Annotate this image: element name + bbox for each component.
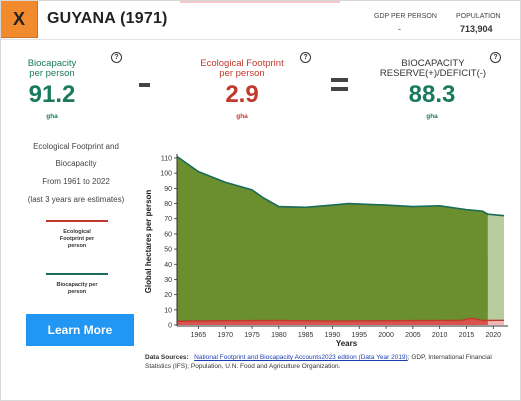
legend-biocapacity-line2: person — [67, 289, 87, 295]
footprint-label: Ecological Footprint per person — [192, 59, 292, 79]
minus-operator — [139, 83, 150, 87]
biocapacity-area — [177, 156, 488, 325]
y-tick-label: 10 — [164, 307, 172, 314]
x-tick-label: 1990 — [325, 332, 341, 339]
x-tick-label: 2005 — [405, 332, 421, 339]
y-tick-label: 90 — [164, 186, 172, 193]
y-tick-label: 110 — [161, 156, 172, 163]
x-tick-label: 1975 — [244, 332, 260, 339]
x-axis-title: Years — [336, 339, 358, 348]
y-tick-label: 100 — [160, 171, 172, 178]
country-title: GUYANA (1971) — [47, 10, 168, 27]
legend-footprint-swatch — [46, 220, 108, 222]
y-tick-label: 80 — [164, 201, 172, 208]
y-tick-label: 20 — [164, 292, 172, 299]
population-value: 713,904 — [460, 24, 493, 34]
y-tick-label: 40 — [164, 262, 172, 269]
data-sources-rest: ; GDP, International Financial Statistic… — [145, 354, 492, 370]
biocapacity-estimate-area — [487, 214, 504, 325]
y-tick-label: 70 — [164, 216, 172, 223]
chart-description-line4: (last 3 years are estimates) — [27, 195, 125, 204]
legend-biocapacity-line1: Biocapacity per — [56, 282, 98, 288]
footprint-estimate-area — [487, 320, 504, 325]
reserve-help-icon[interactable]: ? — [490, 52, 501, 63]
reserve-value: 88.3 — [408, 81, 456, 108]
biocapacity-label-line2: per person — [29, 68, 75, 79]
data-sources-link[interactable]: National Footprint and Biocapacity Accou… — [194, 354, 408, 361]
footprint-line — [176, 317, 505, 322]
footprint-help-icon[interactable]: ? — [300, 52, 311, 63]
x-tick-label: 2015 — [459, 332, 475, 339]
biocapacity-unit: gha — [46, 113, 58, 120]
biocapacity-label-line1: Biocapacity — [27, 58, 77, 69]
reserve-label-line2: RESERVE(+)/DEFICIT(-) — [379, 68, 487, 79]
x-tick-label: 2010 — [432, 332, 448, 339]
footprint-label-line2: per person — [219, 68, 265, 79]
legend-footprint-line2: Footprint per — [59, 236, 95, 242]
learn-more-button[interactable]: Learn More — [26, 314, 134, 346]
x-tick-label: 1985 — [298, 332, 314, 339]
biocapacity-line — [176, 155, 505, 217]
x-tick-label: 1995 — [351, 332, 367, 339]
reserve-label: BIOCAPACITY RESERVE(+)/DEFICIT(-) — [368, 59, 498, 79]
data-sources-title: Data Sources: — [145, 354, 189, 361]
footprint-biocapacity-chart: 0 10 20 30 40 50 60 70 80 90 100 110 1965 1970 1975 198… — [144, 154, 508, 348]
x-tick-label: 2020 — [485, 332, 501, 339]
legend-footprint-label: Ecological Footprint per person — [42, 229, 112, 250]
y-tick-label: 60 — [164, 231, 172, 238]
gdp-value: - — [398, 24, 401, 34]
equals-operator-top — [331, 78, 348, 82]
header-bar: X GUYANA (1971) GDP PER PERSON - POPULAT… — [0, 0, 521, 40]
footprint-value: 2.9 — [225, 81, 259, 108]
equals-operator-bottom — [331, 87, 348, 91]
y-tick-label: 0 — [168, 323, 172, 330]
population-label: POPULATION — [456, 13, 501, 20]
footprint-label-line1: Ecological Footprint — [200, 58, 284, 69]
y-tick-label: 50 — [164, 247, 172, 254]
reserve-label-line1: BIOCAPACITY — [401, 58, 465, 69]
chart-description-line1: Ecological Footprint and — [33, 142, 119, 151]
biocapacity-help-icon[interactable]: ? — [111, 52, 122, 63]
top-accent-bar — [180, 0, 340, 3]
gdp-label: GDP PER PERSON — [374, 13, 437, 20]
close-button[interactable]: X — [0, 0, 38, 38]
footprint-unit: gha — [236, 113, 248, 120]
legend-footprint-line1: Ecological — [63, 229, 91, 235]
reserve-unit: gha — [426, 113, 438, 120]
x-tick-label: 1970 — [217, 332, 233, 339]
data-sources-spacer — [191, 354, 193, 361]
chart-description-line2: Biocapacity — [55, 159, 97, 168]
biocapacity-label: Biocapacity per person — [18, 59, 86, 79]
x-tick-label: 1980 — [271, 332, 287, 339]
y-axis-title: Global hectares per person — [144, 190, 153, 294]
biocapacity-value: 91.2 — [28, 81, 76, 108]
legend-footprint-line3: person — [67, 243, 87, 249]
x-tick-label: 2000 — [378, 332, 394, 339]
legend-biocapacity-label: Biocapacity per person — [42, 282, 112, 296]
data-sources: Data Sources: National Footprint and Bio… — [145, 353, 505, 371]
y-tick-label: 30 — [164, 277, 172, 284]
legend-biocapacity-swatch — [46, 273, 108, 275]
chart-description-line3: From 1961 to 2022 — [42, 177, 110, 186]
x-tick-label: 1965 — [191, 332, 207, 339]
